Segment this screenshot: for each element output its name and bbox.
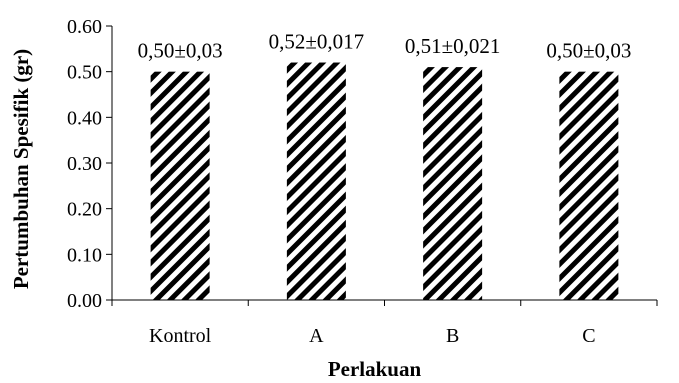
x-tick-label: Kontrol (149, 325, 212, 347)
data-label: 0,52±0,017 (269, 30, 365, 54)
bars-layer (150, 62, 619, 301)
y-axis-title-group: Pertumbuhan Spesifik (gr) (9, 49, 33, 289)
x-tick-label: A (309, 325, 324, 347)
x-axis-title: Perlakuan (328, 357, 422, 381)
y-tick-label: 0.00 (67, 290, 102, 312)
x-tick-label: C (582, 325, 595, 347)
bar-c (559, 71, 619, 301)
y-tick-label: 0.60 (67, 16, 102, 38)
y-tick-label: 0.40 (67, 107, 102, 129)
y-tick-label: 0.20 (67, 199, 102, 221)
x-axis: Kontrol A B C (111, 299, 658, 347)
bar-kontrol (150, 71, 210, 301)
y-tick-label: 0.30 (67, 153, 102, 175)
y-tick-label: 0.50 (67, 62, 102, 84)
bar-b (423, 67, 483, 300)
data-label: 0,50±0,03 (546, 39, 631, 63)
data-label: 0,51±0,021 (405, 34, 501, 58)
y-axis-title: Pertumbuhan Spesifik (gr) (9, 49, 33, 289)
bar-a (286, 62, 346, 301)
data-labels-layer: 0,50±0,03 0,52±0,017 0,51±0,021 0,50±0,03 (138, 30, 632, 63)
data-label: 0,50±0,03 (138, 39, 223, 63)
y-axis: 0.00 0.10 0.20 0.30 0.40 0.50 0.60 (67, 16, 113, 312)
x-tick-label: B (446, 325, 459, 347)
y-tick-label: 0.10 (67, 244, 102, 266)
